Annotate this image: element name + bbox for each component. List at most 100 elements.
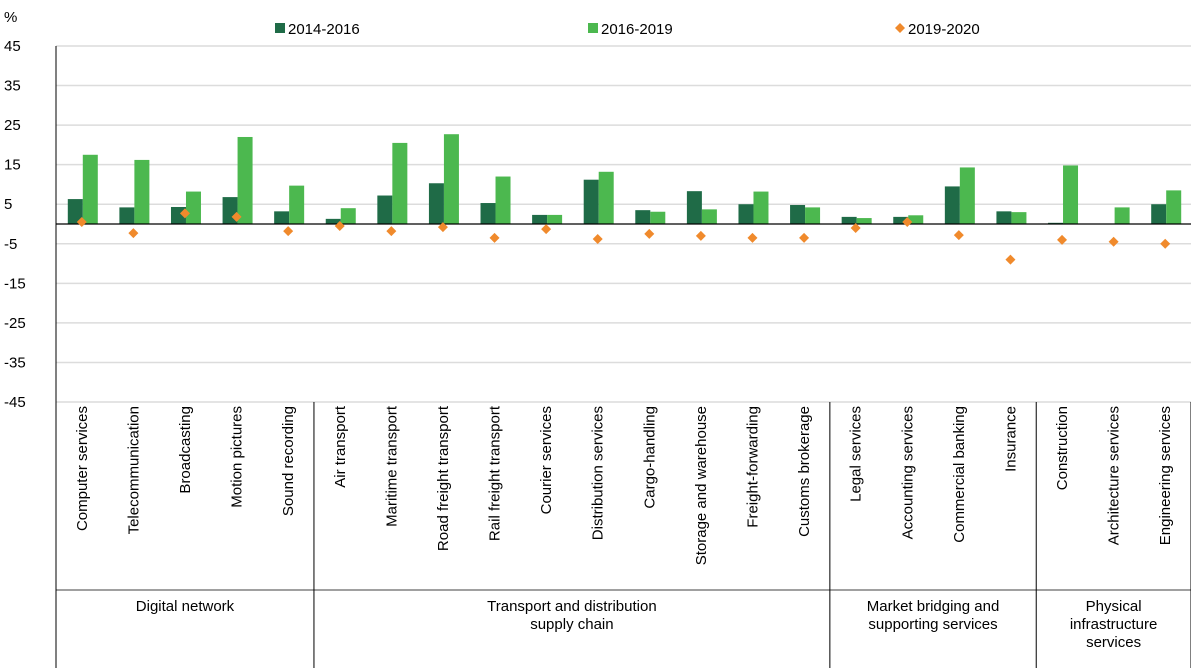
x-tick-label: Distribution services [590, 406, 607, 540]
bar [532, 214, 548, 224]
legend-label: 2019-2020 [908, 21, 980, 38]
bar [959, 167, 975, 224]
bar [583, 179, 599, 224]
bar [635, 210, 651, 224]
bar [701, 209, 717, 224]
marker [592, 234, 603, 245]
legend-marker [275, 23, 285, 33]
marker [541, 224, 552, 235]
y-tick-label: 45 [4, 38, 21, 55]
y-tick-label: 5 [4, 196, 12, 213]
bar [790, 205, 806, 224]
x-tick-label: Rail freight transport [487, 405, 504, 541]
x-tick-label: Courier services [538, 406, 555, 514]
legend-marker [895, 23, 905, 33]
y-tick-label: -5 [4, 236, 17, 253]
bar [443, 134, 459, 224]
bar [547, 214, 563, 224]
legend-bg [271, 18, 391, 40]
y-tick-label: -15 [4, 275, 26, 292]
marker [128, 228, 139, 239]
bar [650, 211, 666, 224]
x-tick-label: Telecommunication [125, 406, 142, 534]
bar [996, 211, 1012, 224]
x-tick-label: Road freight transport [435, 405, 452, 551]
group-label: Physical infrastructure services [1069, 598, 1158, 651]
bar [289, 185, 305, 224]
group-label: Transport and distribution supply chain [487, 598, 657, 633]
x-tick-label: Commercial banking [951, 406, 968, 543]
marker [1005, 254, 1016, 265]
bar [480, 203, 496, 224]
bar [495, 176, 511, 224]
bar [1166, 190, 1182, 224]
y-tick-label: 25 [4, 117, 21, 134]
legend-label: 2016-2019 [601, 21, 673, 38]
x-tick-label: Cargo-handling [641, 406, 658, 509]
marker [231, 211, 242, 222]
x-tick-label: Accounting services [899, 406, 916, 539]
y-tick-label: 15 [4, 157, 21, 174]
x-tick-label: Construction [1054, 406, 1071, 490]
marker [1160, 238, 1171, 249]
bar [1151, 204, 1167, 224]
x-tick-label: Computer services [74, 406, 91, 531]
x-tick-label: Insurance [1002, 406, 1019, 472]
x-tick-label: Maritime transport [383, 405, 400, 527]
y-tick-label: -25 [4, 315, 26, 332]
y-tick-label: 35 [4, 78, 21, 95]
x-tick-label: Freight-forwarding [744, 406, 761, 528]
bar [134, 159, 150, 224]
bar [738, 204, 754, 224]
bar [392, 142, 408, 224]
marker [799, 232, 810, 243]
marker [902, 217, 913, 228]
marker [386, 226, 397, 237]
marker [283, 226, 294, 237]
marker [747, 232, 758, 243]
y-tick-label: -45 [4, 394, 26, 411]
bar [753, 191, 769, 224]
legend-bg [584, 18, 704, 40]
marker [644, 228, 655, 239]
bar [325, 218, 341, 224]
group-label: Digital network [135, 598, 235, 615]
x-tick-label: Motion pictures [229, 406, 246, 508]
marker [850, 222, 861, 233]
legend-bg [891, 18, 1011, 40]
x-tick-label: Architecture services [1106, 406, 1123, 545]
marker [334, 220, 345, 231]
bar [1063, 165, 1079, 224]
bar [82, 154, 98, 224]
marker [1057, 234, 1068, 245]
legend-label: 2014-2016 [288, 21, 360, 38]
bar [428, 183, 444, 224]
y-axis-label: % [4, 9, 17, 26]
bar [237, 136, 253, 224]
bar [841, 216, 857, 224]
bar [805, 207, 821, 224]
bar [908, 215, 924, 224]
marker [695, 230, 706, 241]
bar [598, 171, 614, 224]
bar [893, 216, 909, 224]
x-tick-label: Storage and warehouse [693, 406, 710, 565]
x-tick-label: Legal services [848, 406, 865, 502]
x-tick-label: Air transport [332, 405, 349, 488]
bar [340, 208, 356, 224]
bar [67, 199, 83, 224]
marker [76, 217, 87, 228]
bar [944, 186, 960, 224]
marker [1108, 236, 1119, 247]
x-tick-label: Customs brokerage [796, 406, 813, 537]
bar [856, 218, 872, 224]
y-tick-label: -35 [4, 354, 26, 371]
group-label: Market bridging and supporting services [866, 598, 1000, 633]
marker [489, 232, 500, 243]
x-tick-label: Engineering services [1157, 406, 1174, 545]
bar [119, 207, 135, 224]
marker [179, 208, 190, 219]
x-tick-label: Sound recording [280, 406, 297, 516]
